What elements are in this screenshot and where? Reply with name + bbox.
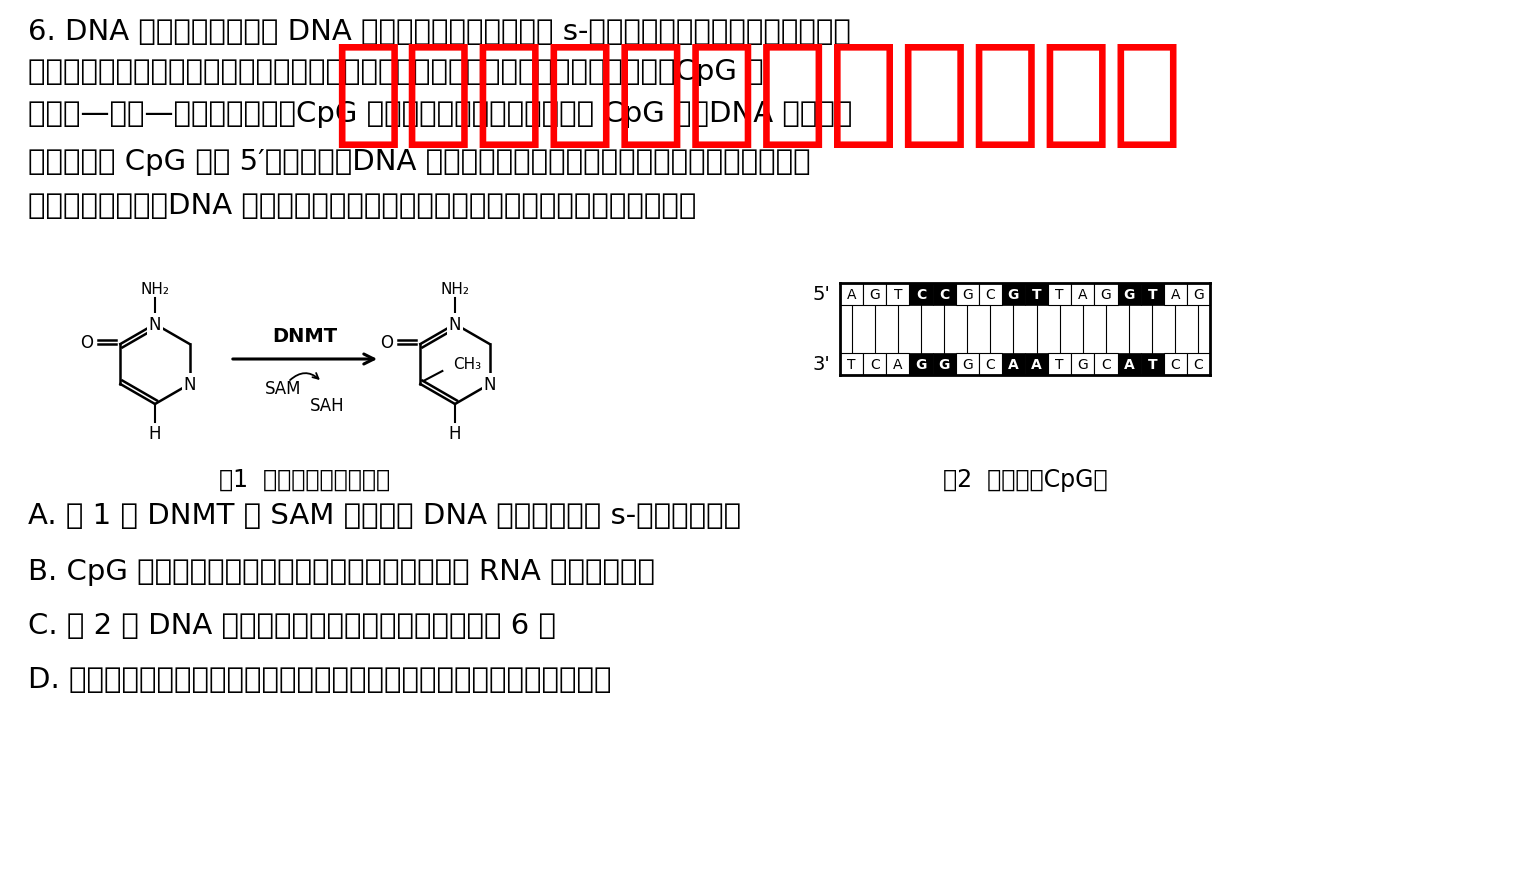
Text: T: T	[893, 288, 902, 302]
Text: G: G	[961, 288, 972, 302]
Text: A: A	[893, 357, 902, 371]
Text: 6. DNA 甲基化是生物体在 DNA 甲基转移酶的催化下，以 s-腺苷甲硫氨酸为甲基供体，将甲基: 6. DNA 甲基化是生物体在 DNA 甲基转移酶的催化下，以 s-腺苷甲硫氨酸…	[27, 18, 851, 46]
Text: SAM: SAM	[265, 379, 301, 398]
Bar	[840, 354, 863, 376]
Text: N: N	[148, 315, 162, 334]
Text: A. 图 1 中 DNMT 和 SAM 分别代表 DNA 甲基转移酶和 s-腺苷甲硫氨酸: A. 图 1 中 DNMT 和 SAM 分别代表 DNA 甲基转移酶和 s-腺苷…	[27, 501, 742, 529]
Text: C: C	[939, 288, 949, 302]
Bar	[1048, 284, 1072, 306]
Bar	[910, 354, 933, 376]
Bar	[1025, 284, 1048, 306]
Text: G: G	[1101, 288, 1111, 302]
Bar	[1002, 354, 1025, 376]
Bar	[933, 284, 955, 306]
Bar	[1140, 354, 1164, 376]
Text: O: O	[80, 334, 92, 351]
Text: C: C	[986, 288, 995, 302]
Bar	[1025, 354, 1048, 376]
Text: G: G	[1008, 288, 1019, 302]
Bar	[978, 284, 1002, 306]
Text: T: T	[1031, 288, 1042, 302]
Text: A: A	[1008, 357, 1019, 371]
Text: T: T	[1148, 288, 1157, 302]
Text: 3': 3'	[812, 355, 830, 374]
Text: D. 抑癌基因的异常甲基化可导致癌变发生，去甲基化药物可用来治疗癌症: D. 抑癌基因的异常甲基化可导致癌变发生，去甲基化药物可用来治疗癌症	[27, 666, 612, 694]
Bar	[1164, 354, 1187, 376]
Text: SAH: SAH	[310, 397, 344, 414]
Text: C: C	[1170, 357, 1181, 371]
Text: C: C	[1101, 357, 1111, 371]
Text: 5': 5'	[812, 285, 830, 304]
Text: T: T	[1055, 357, 1064, 371]
Text: G: G	[961, 357, 972, 371]
Text: G: G	[1193, 288, 1204, 302]
Bar	[863, 354, 886, 376]
Bar	[840, 284, 863, 306]
Bar	[886, 354, 910, 376]
Text: G: G	[916, 357, 927, 371]
Text: T: T	[848, 357, 855, 371]
Text: 微信公众号关注，趣找答案: 微信公众号关注，趣找答案	[332, 38, 1182, 152]
Text: T: T	[1148, 357, 1157, 371]
Text: T: T	[1055, 288, 1064, 302]
Bar	[1140, 284, 1164, 306]
Bar	[933, 354, 955, 376]
Bar	[1164, 284, 1187, 306]
Text: 转移到特定的碱基上的过程。基因的启动子区域被甲基化后，基因表达会受到抑制。CpG 是: 转移到特定的碱基上的过程。基因的启动子区域被甲基化后，基因表达会受到抑制。CpG…	[27, 58, 763, 86]
Bar	[1095, 354, 1117, 376]
Text: G: G	[1123, 288, 1136, 302]
Text: A: A	[846, 288, 857, 302]
Text: G: G	[939, 357, 949, 371]
Bar	[955, 354, 978, 376]
Text: N: N	[448, 315, 462, 334]
Bar	[886, 284, 910, 306]
Bar	[910, 284, 933, 306]
Text: H: H	[148, 425, 162, 443]
Text: B. CpG 岛甲基化的主要效应是使所在基因转录出的 RNA 碱基序列改变: B. CpG 岛甲基化的主要效应是使所在基因转录出的 RNA 碱基序列改变	[27, 558, 656, 586]
Text: C: C	[986, 357, 995, 371]
Text: C. 图 2 中 DNA 的两条链易被甲基化的胞嘧啶数量为 6 个: C. 图 2 中 DNA 的两条链易被甲基化的胞嘧啶数量为 6 个	[27, 611, 556, 639]
Bar	[1095, 284, 1117, 306]
Text: DNMT: DNMT	[273, 327, 338, 346]
Text: G: G	[1078, 357, 1089, 371]
Bar	[978, 354, 1002, 376]
Text: 图1  胞嘧啶的甲基化过程: 图1 胞嘧啶的甲基化过程	[220, 467, 391, 492]
Text: G: G	[869, 288, 880, 302]
Bar	[1187, 284, 1210, 306]
Text: A: A	[1031, 357, 1042, 371]
Text: NH₂: NH₂	[141, 282, 170, 297]
Bar	[1187, 354, 1210, 376]
Bar	[1002, 284, 1025, 306]
FancyArrowPatch shape	[291, 373, 318, 381]
Text: 主要发生在 CpG 岛的 5′胞嘧啶上。DNA 的甲基化模式可以在细胞间传递，但个体的甲基化: 主要发生在 CpG 岛的 5′胞嘧啶上。DNA 的甲基化模式可以在细胞间传递，但…	[27, 148, 810, 176]
Text: A: A	[1078, 288, 1087, 302]
Text: NH₂: NH₂	[441, 282, 469, 297]
Text: C: C	[916, 288, 927, 302]
Bar	[955, 284, 978, 306]
Text: 模式能发生改变。DNA 异常甲基化与细胞癌变有着密切的联系。下列说法错误的是: 模式能发生改变。DNA 异常甲基化与细胞癌变有着密切的联系。下列说法错误的是	[27, 191, 696, 220]
Text: C: C	[871, 357, 880, 371]
Bar	[1048, 354, 1072, 376]
Bar	[1117, 284, 1140, 306]
Bar	[1072, 354, 1095, 376]
Text: N: N	[183, 376, 195, 393]
Text: 图2  甲基化的CpG岛: 图2 甲基化的CpG岛	[943, 467, 1107, 492]
Bar	[1072, 284, 1095, 306]
Text: 胞嘧啶—磷酸—鸟嘌呤的缩写，CpG 多在启动子处成簇串联排列为 CpG 岛。DNA 的甲基化: 胞嘧啶—磷酸—鸟嘌呤的缩写，CpG 多在启动子处成簇串联排列为 CpG 岛。DN…	[27, 100, 852, 128]
Text: CH₃: CH₃	[453, 357, 481, 372]
Text: C: C	[1193, 357, 1204, 371]
Text: A: A	[1170, 288, 1179, 302]
Text: A: A	[1123, 357, 1134, 371]
Bar	[1117, 354, 1140, 376]
Bar	[863, 284, 886, 306]
Text: N: N	[483, 376, 497, 393]
Text: O: O	[380, 334, 392, 351]
Text: H: H	[448, 425, 462, 443]
